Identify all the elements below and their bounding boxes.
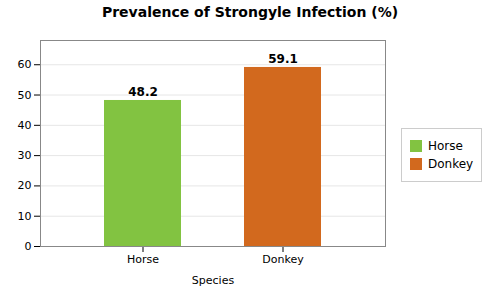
html-text:Donkey: Donkey [428,157,474,171]
svg-text:60: 60 [18,58,32,71]
html-text:Horse: Horse [428,139,463,153]
svg-text:30: 30 [18,149,32,162]
svg-text:50: 50 [18,89,32,102]
svg-text:Species: Species [192,274,235,287]
html-text:Prevalence of Strongyle Infect: Prevalence of Strongyle Infection (%) [101,4,399,20]
svg-text:10: 10 [18,210,32,223]
svg-text:59.1: 59.1 [268,52,298,66]
svg-text:40: 40 [18,119,32,132]
svg-text:Horse: Horse [127,253,159,266]
svg-text:48.2: 48.2 [128,85,158,99]
svg-text:0: 0 [25,240,32,253]
svg-text:Donkey: Donkey [262,253,304,266]
svg-text:20: 20 [18,179,32,192]
